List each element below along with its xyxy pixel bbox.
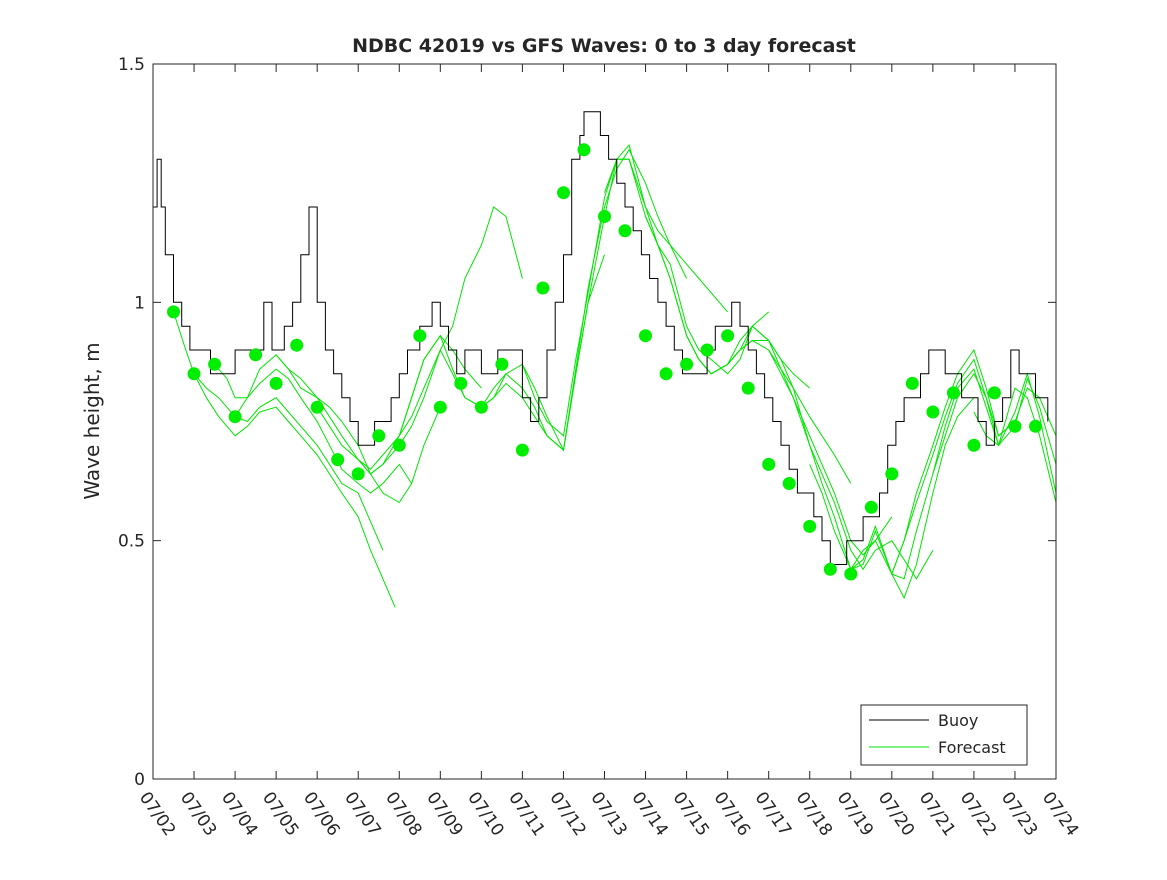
analysis-point xyxy=(413,329,427,343)
forecast-run-line-16 xyxy=(809,372,1016,580)
analysis-point xyxy=(762,457,776,471)
analysis-point xyxy=(618,224,632,238)
analysis-point xyxy=(331,453,345,467)
analysis-point xyxy=(864,500,878,514)
axes-background xyxy=(153,64,1056,779)
y-tick-label: 0 xyxy=(134,770,145,790)
analysis-point xyxy=(680,357,694,371)
analysis-point xyxy=(946,386,960,400)
analysis-point xyxy=(249,348,263,362)
analysis-point xyxy=(577,143,591,157)
analysis-point xyxy=(269,376,283,390)
analysis-point xyxy=(536,281,550,295)
analysis-point xyxy=(372,429,386,443)
forecast-run-line-12 xyxy=(645,216,852,484)
legend-buoy-label: Buoy xyxy=(938,711,978,730)
forecast-run-line-13 xyxy=(686,335,893,556)
forecast-run-line-5 xyxy=(316,206,523,470)
forecast-run-line-0 xyxy=(173,311,396,608)
y-axis-label: Wave height, m xyxy=(80,342,104,499)
analysis-point xyxy=(782,477,796,490)
forecast-run-line-2 xyxy=(214,363,413,494)
analysis-point xyxy=(515,443,529,457)
analysis-point xyxy=(1008,419,1022,433)
analysis-point xyxy=(659,367,673,381)
y-tick-label: 0.5 xyxy=(118,532,145,552)
forecast-run-line-1 xyxy=(193,373,384,551)
legend-forecast-label: Forecast xyxy=(938,738,1006,757)
analysis-point xyxy=(310,400,324,414)
analysis-point xyxy=(392,438,406,452)
analysis-point xyxy=(187,367,201,381)
analysis-point xyxy=(228,410,242,424)
analysis-point xyxy=(926,405,940,419)
analysis-point xyxy=(700,343,714,357)
analysis-point xyxy=(495,357,509,371)
legend-box xyxy=(860,704,1028,766)
analysis-point xyxy=(208,357,222,371)
forecast-run-line-14 xyxy=(727,340,934,580)
analysis-point xyxy=(987,386,1001,400)
analysis-point xyxy=(351,467,365,481)
analysis-point xyxy=(598,210,611,223)
analysis-point xyxy=(741,381,755,395)
analysis-point xyxy=(454,376,468,390)
analysis-point xyxy=(721,329,735,343)
forecast-run-line-19 xyxy=(932,368,1056,494)
forecast-run-line-10 xyxy=(563,143,770,451)
analysis-point xyxy=(167,305,180,319)
analysis-point xyxy=(290,338,304,352)
analysis-point xyxy=(1029,419,1042,433)
forecast-run-line-18 xyxy=(891,358,1056,575)
forecast-run-line-15 xyxy=(768,349,975,600)
analysis-point xyxy=(474,400,488,414)
buoy-series-line xyxy=(153,111,1049,565)
analysis-point xyxy=(967,438,981,452)
chart-title: NDBC 42019 vs GFS Waves: 0 to 3 day fore… xyxy=(352,35,856,57)
legend: Buoy Forecast xyxy=(860,704,1028,766)
analysis-point xyxy=(557,186,570,200)
forecast-run-line-3 xyxy=(234,354,441,504)
analysis-point xyxy=(905,376,919,390)
analysis-point xyxy=(803,519,817,533)
analysis-point xyxy=(823,562,837,576)
analysis-point xyxy=(844,567,858,581)
analysis-point xyxy=(433,400,447,414)
analysis-point xyxy=(639,329,652,343)
plot-area: 00.511.507/0207/0307/0407/0507/0607/0707… xyxy=(118,55,1082,840)
y-tick-label: 1.5 xyxy=(118,55,145,75)
analysis-points-layer xyxy=(167,143,1042,581)
y-tick-label: 1 xyxy=(134,293,145,313)
analysis-point xyxy=(885,467,899,481)
